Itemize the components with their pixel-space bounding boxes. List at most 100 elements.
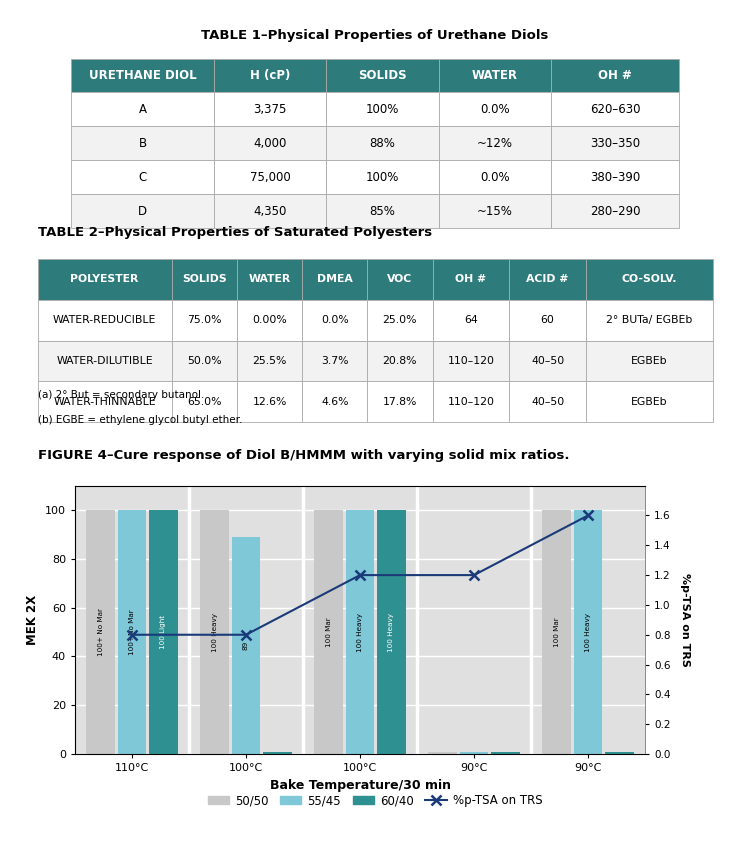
Text: 110–120: 110–120 — [448, 396, 494, 406]
Text: 4,000: 4,000 — [254, 137, 287, 150]
Text: 40–50: 40–50 — [531, 356, 564, 366]
Text: WATER: WATER — [248, 274, 291, 285]
FancyBboxPatch shape — [172, 381, 237, 422]
Bar — [604, 751, 634, 754]
FancyBboxPatch shape — [237, 259, 302, 300]
Text: 4,350: 4,350 — [254, 204, 287, 217]
FancyBboxPatch shape — [433, 259, 509, 300]
Text: 65.0%: 65.0% — [187, 396, 221, 406]
FancyBboxPatch shape — [586, 381, 712, 422]
Text: TABLE 1–Physical Properties of Urethane Diols: TABLE 1–Physical Properties of Urethane … — [201, 29, 549, 43]
FancyBboxPatch shape — [214, 126, 326, 160]
Text: 100 Heavy: 100 Heavy — [388, 613, 394, 652]
Text: VOC: VOC — [387, 274, 412, 285]
Text: 110–120: 110–120 — [448, 356, 494, 366]
FancyBboxPatch shape — [368, 381, 433, 422]
FancyBboxPatch shape — [302, 381, 368, 422]
FancyBboxPatch shape — [326, 160, 439, 194]
Text: 2° BUTa/ EGBEb: 2° BUTa/ EGBEb — [606, 315, 692, 325]
Text: A: A — [139, 103, 147, 116]
Text: WATER-DILUTIBLE: WATER-DILUTIBLE — [56, 356, 153, 366]
Bar — [148, 510, 178, 754]
FancyBboxPatch shape — [71, 92, 214, 126]
Text: 100 Mar: 100 Mar — [554, 617, 560, 647]
FancyBboxPatch shape — [509, 300, 586, 341]
FancyBboxPatch shape — [368, 259, 433, 300]
FancyBboxPatch shape — [302, 259, 368, 300]
Bar — [346, 510, 374, 754]
FancyBboxPatch shape — [586, 341, 712, 381]
Text: 64: 64 — [464, 315, 478, 325]
FancyBboxPatch shape — [368, 300, 433, 341]
FancyBboxPatch shape — [214, 59, 326, 92]
Text: 89: 89 — [243, 641, 249, 650]
FancyBboxPatch shape — [326, 126, 439, 160]
FancyBboxPatch shape — [214, 194, 326, 228]
Text: B: B — [139, 137, 147, 150]
X-axis label: Bake Temperature/30 min: Bake Temperature/30 min — [269, 779, 451, 792]
Text: 20.8%: 20.8% — [382, 356, 417, 366]
Text: 100%: 100% — [366, 170, 399, 184]
Text: 100 Heavy: 100 Heavy — [357, 613, 363, 652]
Text: ~15%: ~15% — [477, 204, 513, 217]
FancyBboxPatch shape — [38, 381, 172, 422]
Y-axis label: MEK 2X: MEK 2X — [26, 595, 40, 645]
FancyBboxPatch shape — [439, 92, 551, 126]
Bar — [86, 510, 116, 754]
FancyBboxPatch shape — [509, 381, 586, 422]
Text: 100 Light: 100 Light — [160, 615, 166, 649]
FancyBboxPatch shape — [586, 259, 712, 300]
Text: 100%: 100% — [366, 103, 399, 116]
Y-axis label: %p-TSA on TRS: %p-TSA on TRS — [680, 573, 690, 667]
Text: 40–50: 40–50 — [531, 396, 564, 406]
FancyBboxPatch shape — [551, 194, 679, 228]
Bar — [428, 751, 457, 754]
FancyBboxPatch shape — [439, 194, 551, 228]
FancyBboxPatch shape — [71, 194, 214, 228]
FancyBboxPatch shape — [509, 341, 586, 381]
Text: WATER-THINNABLE: WATER-THINNABLE — [53, 396, 156, 406]
FancyBboxPatch shape — [509, 259, 586, 300]
FancyBboxPatch shape — [433, 300, 509, 341]
Text: OH #: OH # — [598, 69, 632, 82]
FancyBboxPatch shape — [71, 126, 214, 160]
Text: D: D — [138, 204, 147, 217]
Text: 75.0%: 75.0% — [187, 315, 221, 325]
FancyBboxPatch shape — [439, 160, 551, 194]
FancyBboxPatch shape — [237, 381, 302, 422]
Text: 88%: 88% — [370, 137, 395, 150]
Bar — [118, 510, 146, 754]
Text: ACID #: ACID # — [526, 274, 568, 285]
FancyBboxPatch shape — [38, 259, 172, 300]
FancyBboxPatch shape — [551, 92, 679, 126]
Text: EGBEb: EGBEb — [631, 356, 668, 366]
FancyBboxPatch shape — [38, 341, 172, 381]
Bar — [490, 751, 520, 754]
Text: 380–390: 380–390 — [590, 170, 640, 184]
FancyBboxPatch shape — [439, 126, 551, 160]
Text: POLYESTER: POLYESTER — [70, 274, 139, 285]
Text: URETHANE DIOL: URETHANE DIOL — [88, 69, 196, 82]
Text: 100 Mar: 100 Mar — [326, 617, 332, 647]
Text: 0.0%: 0.0% — [480, 170, 510, 184]
Text: 60: 60 — [541, 315, 554, 325]
Text: 620–630: 620–630 — [590, 103, 640, 116]
Text: 0.00%: 0.00% — [252, 315, 287, 325]
Text: (b) EGBE = ethylene glycol butyl ether.: (b) EGBE = ethylene glycol butyl ether. — [38, 415, 242, 424]
FancyBboxPatch shape — [326, 194, 439, 228]
Text: C: C — [139, 170, 147, 184]
FancyBboxPatch shape — [38, 300, 172, 341]
Bar — [262, 751, 292, 754]
Text: WATER: WATER — [472, 69, 518, 82]
Text: 3,375: 3,375 — [254, 103, 287, 116]
Text: 85%: 85% — [370, 204, 395, 217]
FancyBboxPatch shape — [172, 259, 237, 300]
Bar — [200, 510, 230, 754]
FancyBboxPatch shape — [71, 59, 214, 92]
FancyBboxPatch shape — [551, 160, 679, 194]
Text: 3.7%: 3.7% — [321, 356, 349, 366]
FancyBboxPatch shape — [433, 341, 509, 381]
Text: DMEA: DMEA — [316, 274, 352, 285]
Text: FIGURE 4–Cure response of Diol B/HMMM with varying solid mix ratios.: FIGURE 4–Cure response of Diol B/HMMM wi… — [38, 449, 569, 463]
Text: CO-SOLV.: CO-SOLV. — [622, 274, 677, 285]
